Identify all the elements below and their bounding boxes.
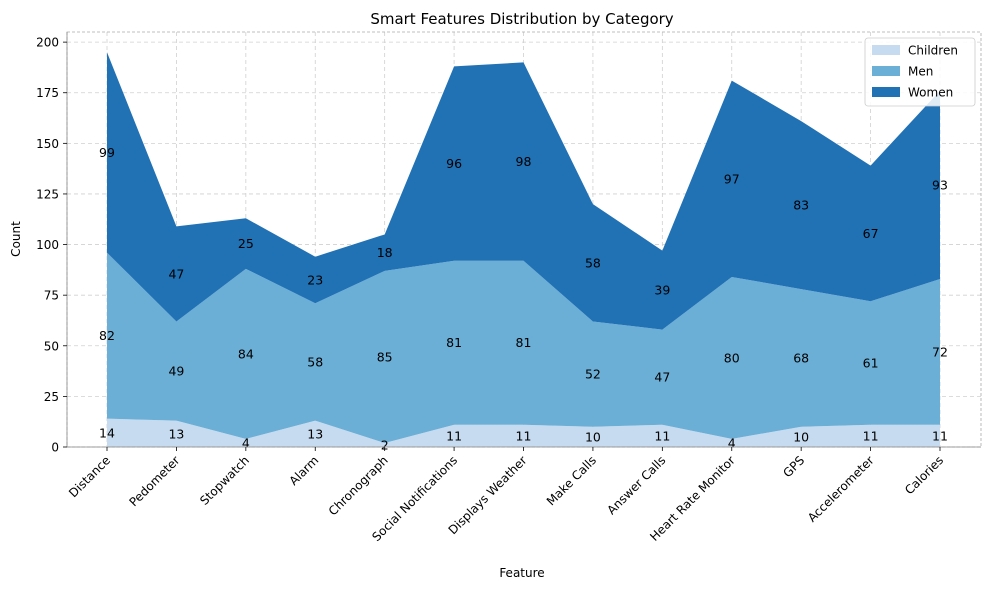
y-axis-label: Count [9, 221, 23, 257]
data-label-men: 61 [863, 355, 879, 370]
y-tick-label: 200 [36, 36, 59, 50]
x-tick-label: Stopwatch [197, 453, 252, 508]
data-label-men: 85 [377, 349, 393, 364]
area-layer [107, 52, 940, 447]
data-label-children: 11 [932, 428, 948, 443]
y-tick-label: 125 [36, 187, 59, 201]
data-label-men: 82 [99, 328, 115, 343]
data-label-women: 23 [307, 272, 323, 287]
data-label-women: 96 [446, 156, 462, 171]
data-label-children: 10 [793, 429, 809, 444]
data-labels: 14 13 4 13 2 11 11 10 11 4 10 11 11 82 49 84 58 85 81 81 52 4… [99, 145, 948, 453]
data-label-children: 11 [863, 428, 879, 443]
x-tick-label: Pedometer [126, 453, 182, 509]
y-tick-label: 25 [44, 390, 59, 404]
data-label-women: 67 [863, 226, 879, 241]
data-label-women: 47 [168, 266, 184, 281]
data-label-children: 4 [242, 435, 250, 450]
data-label-men: 52 [585, 367, 601, 382]
data-label-women: 58 [585, 255, 601, 270]
data-label-children: 14 [99, 425, 115, 440]
chart-title: Smart Features Distribution by Category [370, 10, 673, 28]
x-tick-label: Displays Weather [446, 453, 530, 537]
x-axis-label: Feature [499, 566, 544, 580]
y-tick-label: 50 [44, 339, 59, 353]
data-label-men: 84 [238, 346, 254, 361]
data-label-women: 99 [99, 145, 115, 160]
data-label-men: 68 [793, 350, 809, 365]
data-label-women: 39 [654, 283, 670, 298]
legend-label-men: Men [908, 65, 933, 79]
x-tick-label: GPS [780, 453, 807, 480]
x-tick-label: Make Calls [544, 453, 599, 508]
legend-label-children: Children [908, 44, 958, 58]
x-tick-label: Answer Calls [604, 453, 668, 517]
data-label-children: 13 [168, 426, 184, 441]
data-label-men: 80 [724, 350, 740, 365]
data-label-women: 98 [516, 154, 532, 169]
x-tick-label: Distance [66, 453, 113, 500]
legend-swatch-children [872, 45, 900, 55]
x-tick-label: Accelerometer [805, 453, 877, 525]
area-women [107, 52, 940, 330]
data-label-men: 49 [168, 364, 184, 379]
data-label-men: 81 [446, 335, 462, 350]
y-tick-label: 100 [36, 238, 59, 252]
y-tick-label: 150 [36, 137, 59, 151]
data-label-men: 47 [654, 370, 670, 385]
data-label-children: 2 [381, 437, 389, 452]
data-label-children: 4 [728, 435, 736, 450]
x-tick-label: Calories [902, 453, 946, 497]
area-children [107, 418, 940, 447]
data-label-women: 93 [932, 177, 948, 192]
data-label-men: 72 [932, 344, 948, 359]
data-label-women: 18 [377, 245, 393, 260]
data-label-women: 25 [238, 236, 254, 251]
data-label-women: 83 [793, 198, 809, 213]
legend-swatch-men [872, 66, 900, 76]
data-label-children: 11 [654, 428, 670, 443]
legend: Children Men Women [864, 37, 976, 107]
data-label-men: 58 [307, 354, 323, 369]
y-tick-label: 75 [44, 289, 59, 303]
data-label-children: 11 [516, 428, 532, 443]
legend-swatch-women [872, 87, 900, 97]
x-tick-label: Alarm [287, 453, 322, 488]
data-label-children: 13 [307, 426, 323, 441]
data-label-women: 97 [724, 171, 740, 186]
data-label-men: 81 [516, 335, 532, 350]
y-tick-label: 0 [51, 441, 59, 455]
data-label-children: 11 [446, 428, 462, 443]
y-tick-label: 175 [36, 86, 59, 100]
data-label-children: 10 [585, 429, 601, 444]
x-tick-label: Chronograph [326, 453, 391, 518]
area-men [107, 252, 940, 443]
legend-label-women: Women [908, 86, 953, 100]
